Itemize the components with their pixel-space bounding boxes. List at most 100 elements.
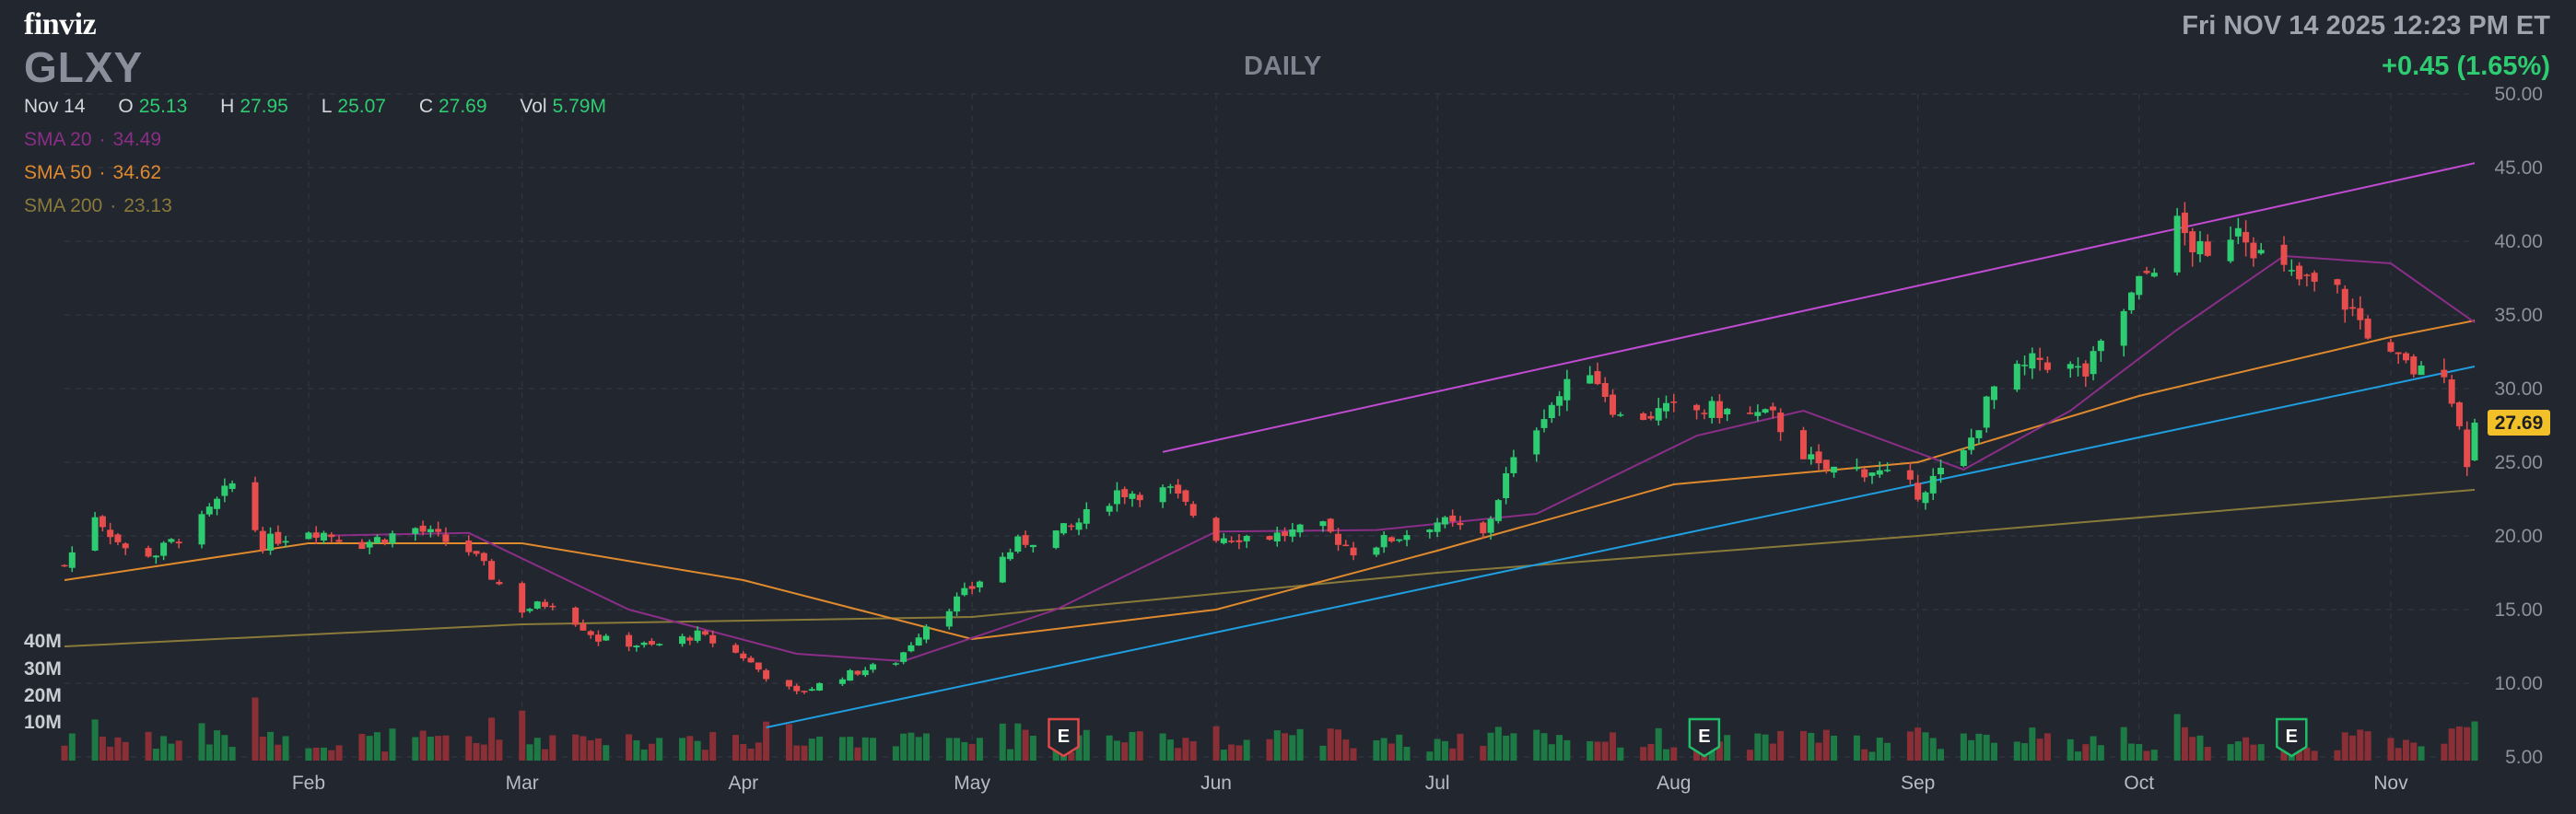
candle-body bbox=[160, 542, 168, 556]
candle-body bbox=[1914, 483, 1922, 500]
candle-body bbox=[2357, 308, 2364, 320]
volume-bar bbox=[2234, 741, 2242, 761]
candle-body bbox=[763, 669, 770, 680]
volume-bar bbox=[1715, 741, 1723, 761]
candle-body bbox=[435, 529, 442, 532]
volume-bar bbox=[328, 750, 335, 761]
candle-body bbox=[861, 669, 869, 676]
volume-bar bbox=[1822, 729, 1830, 761]
volume-bar bbox=[2189, 737, 2196, 761]
volume-bar bbox=[808, 738, 815, 761]
volume-bar bbox=[1273, 730, 1281, 761]
candle-body bbox=[320, 532, 327, 541]
date-tick-label: Oct bbox=[2124, 773, 2154, 794]
candle-body bbox=[2250, 242, 2257, 259]
candle-body bbox=[1715, 401, 1723, 419]
earnings-marker[interactable]: E bbox=[1688, 717, 1721, 758]
volume-bar bbox=[709, 732, 717, 761]
volume-bar bbox=[763, 721, 770, 761]
candle-body bbox=[2341, 288, 2348, 310]
candle-body bbox=[2090, 351, 2097, 375]
candle-body bbox=[1670, 401, 1678, 403]
volume-bar bbox=[999, 723, 1006, 761]
volume-bar bbox=[1380, 738, 1388, 761]
volume-bar bbox=[1159, 733, 1166, 761]
volume-bar bbox=[2334, 750, 2341, 761]
candle-body bbox=[1212, 517, 1220, 541]
candle-body bbox=[2349, 307, 2357, 309]
earnings-marker[interactable]: E bbox=[1048, 717, 1080, 758]
volume-bar bbox=[1296, 728, 1304, 761]
volume-bar bbox=[2441, 743, 2448, 761]
candle-body bbox=[694, 630, 701, 641]
price-tick-label: 15.00 bbox=[2494, 599, 2543, 621]
candle-body bbox=[1182, 490, 1189, 502]
candle-body bbox=[1548, 404, 1555, 419]
volume-bar bbox=[1319, 745, 1327, 761]
volume-bar bbox=[816, 736, 824, 761]
price-tick-label: 25.00 bbox=[2494, 452, 2543, 473]
candle-body bbox=[2189, 231, 2196, 252]
candle-body bbox=[1029, 544, 1036, 548]
sma200-legend[interactable]: SMA 200 · 23.13 bbox=[24, 195, 172, 216]
volume-bar bbox=[358, 734, 366, 761]
volume-bar bbox=[961, 741, 968, 761]
candle-body bbox=[1929, 475, 1937, 494]
close-label: C bbox=[418, 96, 433, 117]
candle-body bbox=[1296, 524, 1304, 533]
volume-bar bbox=[1610, 732, 1617, 761]
volume-bar bbox=[572, 734, 580, 761]
volume-bar bbox=[976, 738, 983, 761]
candle-body bbox=[808, 689, 815, 692]
candle-body bbox=[1068, 525, 1075, 528]
candle-body bbox=[519, 583, 526, 613]
candle-body bbox=[732, 645, 740, 653]
candle-body bbox=[427, 529, 434, 532]
earnings-marker[interactable]: E bbox=[2276, 717, 2308, 758]
candle-body bbox=[1289, 529, 1296, 537]
volume-bar bbox=[633, 740, 640, 761]
volume-bar bbox=[1975, 733, 1983, 761]
volume-bar bbox=[1007, 749, 1014, 761]
candle-body bbox=[686, 637, 694, 641]
finviz-logo[interactable]: finviz bbox=[24, 7, 97, 41]
volume-bar bbox=[838, 737, 846, 761]
volume-bar bbox=[580, 736, 587, 761]
ohlc-readout: Nov 14 O 25.13 H 27.95 L 25.07 C 27.69 Vol 5.… bbox=[24, 96, 634, 118]
candle-body bbox=[1563, 378, 1571, 401]
volume-bar bbox=[1182, 738, 1189, 761]
volume-bar bbox=[2471, 721, 2478, 761]
volume-bar bbox=[1166, 739, 1174, 761]
date-tick-label: May bbox=[954, 773, 990, 794]
candle-body bbox=[1159, 487, 1166, 503]
candle-body bbox=[312, 532, 320, 539]
ticker-symbol: GLXY bbox=[24, 43, 144, 91]
volume-bar bbox=[381, 751, 389, 761]
candle-body bbox=[1587, 375, 1594, 384]
volume-bar bbox=[122, 741, 129, 761]
candle-body bbox=[1884, 470, 1891, 471]
sma50-legend[interactable]: SMA 50 · 34.62 bbox=[24, 162, 162, 183]
volume-bar bbox=[373, 732, 381, 761]
volume-bar bbox=[1929, 738, 1937, 761]
sma20-legend[interactable]: SMA 20 · 34.49 bbox=[24, 129, 162, 150]
vol-label: Vol bbox=[520, 96, 547, 117]
candle-body bbox=[2075, 366, 2082, 368]
candle-body bbox=[1983, 396, 1990, 428]
volume-bar bbox=[1289, 735, 1296, 761]
volume-bar bbox=[861, 737, 869, 761]
volume-bar bbox=[1754, 733, 1762, 761]
candle-body bbox=[847, 669, 854, 681]
volume-bar bbox=[335, 745, 343, 761]
volume-bar bbox=[114, 737, 122, 761]
candle-body bbox=[549, 605, 556, 608]
candle-body bbox=[1808, 454, 1815, 459]
volume-bar bbox=[892, 746, 899, 761]
volume-bar bbox=[1220, 750, 1227, 761]
volume-bar bbox=[221, 735, 228, 761]
volume-bar bbox=[1480, 746, 1487, 761]
volume-bar bbox=[473, 742, 480, 761]
interval-label[interactable]: DAILY bbox=[1244, 52, 1322, 81]
candle-body bbox=[740, 653, 747, 659]
